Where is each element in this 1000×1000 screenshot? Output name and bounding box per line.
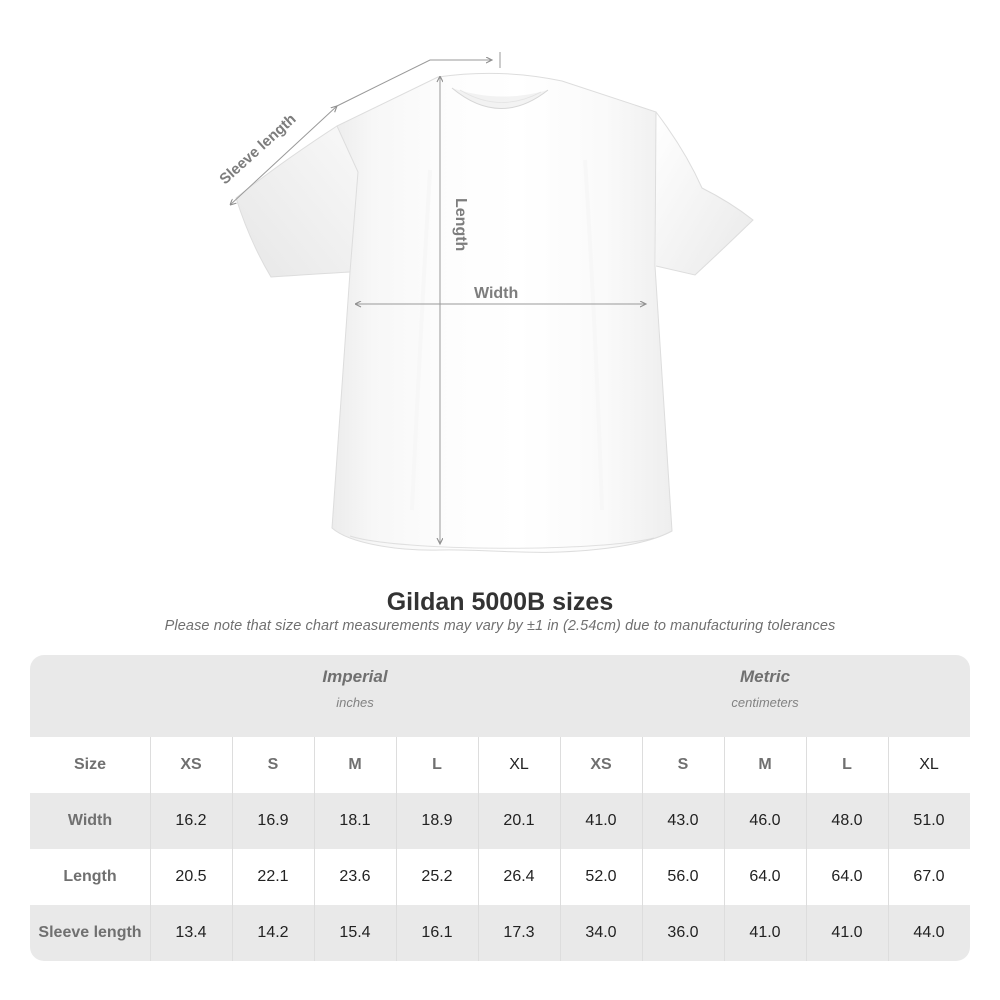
svg-text:Length: Length (452, 198, 469, 251)
svg-text:Width: Width (474, 285, 518, 302)
